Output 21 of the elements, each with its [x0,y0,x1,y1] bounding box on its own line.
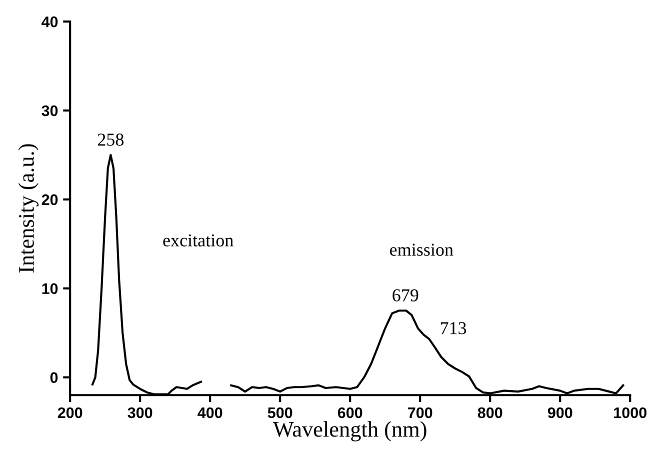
y-tick-label: 10 [42,283,58,294]
x-tick-label: 700 [408,407,432,418]
annotation: 679 [392,289,418,302]
x-tick-label: 500 [268,407,292,418]
y-tick-label: 40 [42,16,58,28]
x-axis-title: Wavelength (nm) [272,421,426,442]
annotation: excitation [163,234,234,246]
y-tick-label: 0 [50,372,58,384]
x-tick-label: 600 [338,407,362,418]
annotation: 713 [440,322,466,334]
x-tick-label: 900 [548,407,572,418]
y-axis-title: Intensity (a.u.) [18,144,39,273]
y-tick-label: 20 [42,194,58,206]
x-tick-label: 200 [58,407,82,418]
x-tick-label: 300 [128,407,152,418]
y-tick-label: 30 [42,105,58,116]
x-tick-label: 400 [198,407,222,418]
x-tick-label: 1000 [614,407,646,418]
x-tick-label: 800 [478,407,502,418]
annotation: 258 [98,134,124,146]
annotation: emission [390,244,454,256]
